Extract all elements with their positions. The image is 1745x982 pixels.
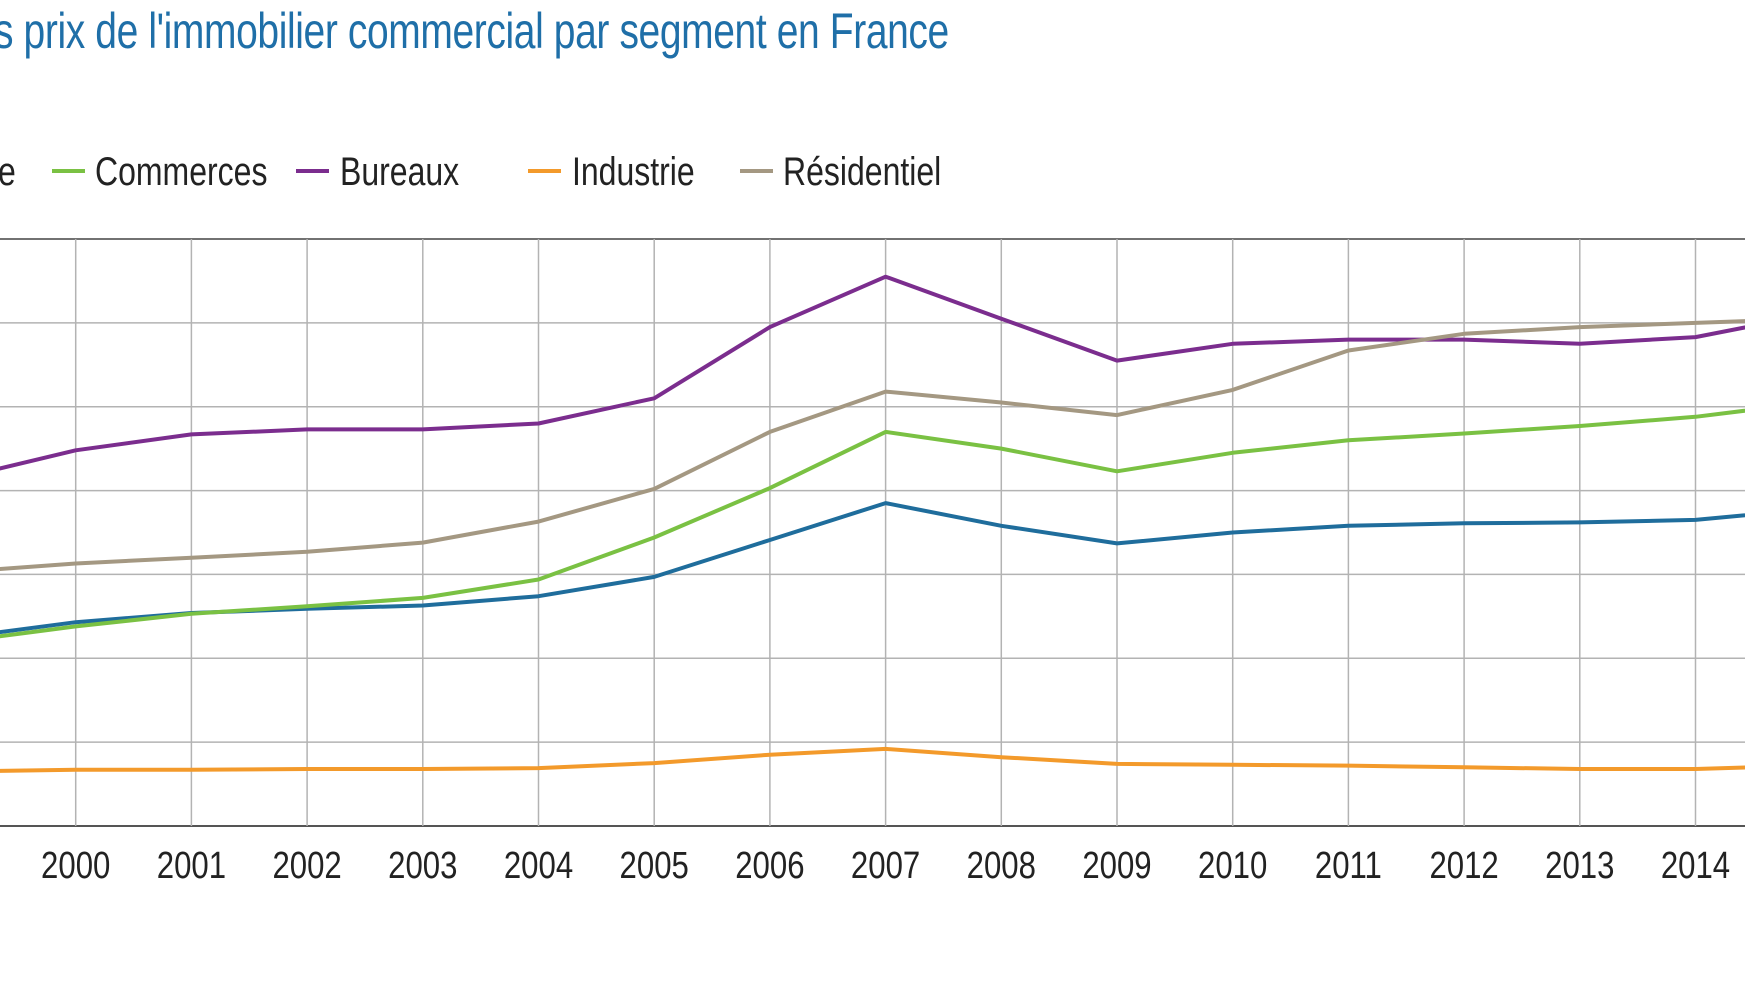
series-line-commerces — [0, 408, 1745, 639]
series-line-ensemble — [0, 501, 1745, 635]
x-tick-label: 2010 — [1198, 845, 1267, 887]
x-axis: 2000 2001 2002 2003 2004 2005 2006 2007 2008 2009… — [41, 845, 1730, 887]
legend-label-commerces: Commerces — [95, 149, 267, 194]
legend-label-ensemble: e — [0, 149, 16, 194]
series-line-résidentiel — [0, 319, 1745, 572]
x-tick-label: 2002 — [272, 845, 341, 887]
x-tick-label: 2009 — [1082, 845, 1151, 887]
x-tick-label: 2007 — [851, 845, 920, 887]
x-tick-label: 2006 — [735, 845, 804, 887]
x-tick-label: 2008 — [967, 845, 1036, 887]
x-tick-label: 2001 — [157, 845, 226, 887]
x-tick-label: 2003 — [388, 845, 457, 887]
x-tick-label: 2013 — [1545, 845, 1614, 887]
x-tick-label: 2000 — [41, 845, 110, 887]
x-tick-label: 2004 — [504, 845, 573, 887]
legend: e Commerces Bureaux Industrie Résidentiel — [0, 149, 941, 194]
x-tick-label: 2011 — [1315, 845, 1382, 887]
series-line-industrie — [0, 746, 1745, 773]
x-tick-label: 2005 — [620, 845, 689, 887]
series-lines — [0, 274, 1745, 773]
legend-label-bureaux: Bureaux — [340, 149, 459, 194]
chart-title: s prix de l'immobilier commercial par se… — [0, 3, 949, 59]
grid — [0, 238, 1745, 827]
legend-label-résidentiel: Résidentiel — [783, 149, 941, 194]
x-tick-label: 2012 — [1429, 845, 1498, 887]
series-line-bureaux — [0, 274, 1745, 471]
x-tick-label: 2014 — [1661, 845, 1730, 887]
legend-label-industrie: Industrie — [572, 149, 695, 194]
